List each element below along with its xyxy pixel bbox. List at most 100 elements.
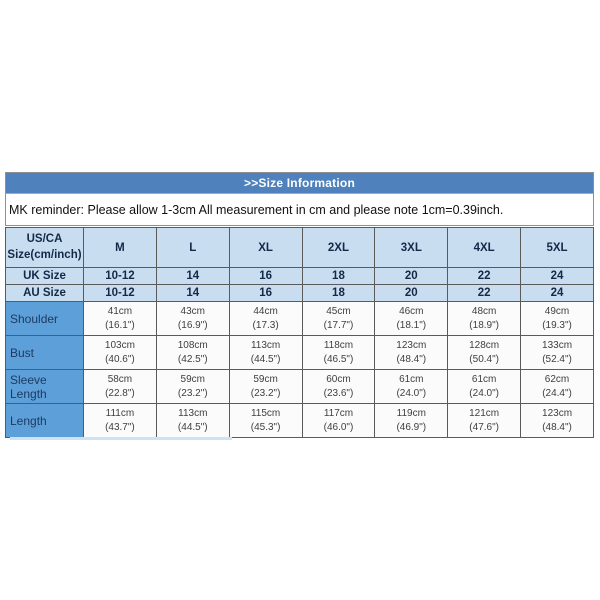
cm-value: 121cm	[469, 407, 500, 419]
shoulder-row: Shoulder 41cm (16.1") 43cm (16.9") 44cm …	[5, 301, 594, 336]
inch-value: (24.4")	[542, 387, 572, 399]
measurement-cell: 123cm (48.4")	[520, 403, 594, 438]
uk-size-value: 22	[447, 267, 522, 285]
size-column-header-row: US/CA Size(cm/inch) M L XL 2XL 3XL 4XL 5…	[5, 227, 594, 268]
row-label-bust: Bust	[5, 335, 84, 370]
cm-value: 41cm	[107, 305, 133, 317]
inch-value: (45.3")	[250, 421, 281, 433]
uk-size-value: 16	[228, 267, 303, 285]
column-header-m: M	[83, 227, 157, 268]
uk-size-value: 18	[301, 267, 376, 285]
cm-value: 46cm	[399, 305, 424, 317]
cm-value: 133cm	[542, 339, 573, 351]
measurement-cell: 128cm (50.4")	[447, 335, 522, 370]
column-header-2xl: 2XL	[301, 227, 376, 268]
measurement-cell: 61cm (24.0")	[447, 369, 522, 404]
inch-value: (22.8")	[105, 387, 135, 399]
inch-value: (48.4")	[542, 421, 572, 433]
cm-value: 123cm	[396, 339, 427, 351]
cm-value: 45cm	[326, 305, 351, 317]
measurement-cell: 113cm (44.5")	[228, 335, 303, 370]
measurement-cell: 58cm (22.8")	[83, 369, 157, 404]
measurement-cell: 61cm (24.0")	[374, 369, 449, 404]
uk-size-value: 20	[374, 267, 449, 285]
measurement-cell: 45cm (17.7")	[301, 301, 376, 336]
cm-value: 113cm	[178, 407, 208, 419]
column-header-3xl: 3XL	[374, 227, 449, 268]
inch-value: (43.7")	[105, 421, 135, 433]
column-header-l: L	[155, 227, 230, 268]
measurement-cell: 108cm (42.5")	[155, 335, 230, 370]
table-bottom-shadow-artifact	[10, 437, 232, 440]
inch-value: (19.3")	[542, 319, 572, 331]
measurement-cell: 103cm (40.6")	[83, 335, 157, 370]
inch-value: (23.6")	[323, 387, 354, 399]
column-header-xl: XL	[228, 227, 303, 268]
corner-header-cell: US/CA Size(cm/inch)	[5, 227, 84, 268]
au-size-value: 16	[228, 284, 303, 302]
inch-value: (23.2")	[250, 387, 281, 399]
uk-size-row: UK Size 10-12 14 16 18 20 22 24	[5, 267, 594, 285]
cm-value: 48cm	[471, 305, 497, 317]
measurement-cell: 59cm (23.2")	[228, 369, 303, 404]
inch-value: (24.0")	[469, 387, 499, 399]
cm-value: 61cm	[399, 373, 424, 385]
cm-value: 119cm	[396, 407, 426, 419]
measurement-cell: 111cm (43.7")	[83, 403, 157, 438]
cm-value: 103cm	[104, 339, 135, 351]
cm-value: 49cm	[544, 305, 570, 317]
inch-value: (23.2")	[177, 387, 208, 399]
row-label-length: Length	[5, 403, 84, 438]
cm-value: 111cm	[105, 407, 135, 419]
inch-value: (44.5")	[177, 421, 208, 433]
measurement-cell: 115cm (45.3")	[228, 403, 303, 438]
length-row: Length 111cm (43.7") 113cm (44.5") 115cm…	[5, 403, 594, 438]
inch-value: (42.5")	[177, 353, 208, 365]
au-size-value: 20	[374, 284, 449, 302]
cm-value: 118cm	[323, 339, 354, 351]
inch-value: (18.1")	[396, 319, 427, 331]
cm-value: 59cm	[253, 373, 278, 385]
au-size-value: 14	[155, 284, 230, 302]
inch-value: (46.9")	[396, 421, 427, 433]
row-label-sleeve-length: Sleeve Length	[5, 369, 84, 404]
cm-value: 44cm	[253, 305, 278, 317]
measurement-cell: 119cm (46.9")	[374, 403, 449, 438]
column-header-4xl: 4XL	[447, 227, 522, 268]
cm-value: 117cm	[323, 407, 354, 419]
measurement-cell: 46cm (18.1")	[374, 301, 449, 336]
cm-value: 108cm	[177, 339, 208, 351]
inch-value: (18.9")	[469, 319, 499, 331]
measurement-reminder-text: MK reminder: Please allow 1-3cm All meas…	[6, 194, 593, 225]
cm-value: 61cm	[471, 373, 497, 385]
inch-value: (47.6")	[469, 421, 499, 433]
inch-value: (17.3)	[252, 319, 279, 331]
cm-value: 43cm	[180, 305, 205, 317]
inch-value: (50.4")	[469, 353, 499, 365]
size-info-header-box: >>Size Information MK reminder: Please a…	[5, 172, 594, 226]
inch-value: (46.5")	[323, 353, 354, 365]
measurement-cell: 49cm (19.3")	[520, 301, 594, 336]
cm-value: 128cm	[469, 339, 500, 351]
inch-value: (46.0")	[323, 421, 354, 433]
cm-value: 123cm	[542, 407, 573, 419]
inch-value: (40.6")	[105, 353, 135, 365]
inch-value: (24.0")	[396, 387, 427, 399]
inch-value: (52.4")	[542, 353, 572, 365]
au-size-value: 10-12	[83, 284, 157, 302]
size-info-panel: >>Size Information MK reminder: Please a…	[5, 172, 594, 438]
cm-value: 113cm	[250, 339, 281, 351]
cm-value: 60cm	[326, 373, 351, 385]
au-size-value: 22	[447, 284, 522, 302]
inch-value: (48.4")	[396, 353, 427, 365]
measurement-cell: 44cm (17.3)	[228, 301, 303, 336]
uk-size-value: 14	[155, 267, 230, 285]
measurement-cell: 117cm (46.0")	[301, 403, 376, 438]
au-size-label: AU Size	[5, 284, 84, 302]
uk-size-label: UK Size	[5, 267, 84, 285]
cm-value: 59cm	[180, 373, 205, 385]
measurement-cell: 118cm (46.5")	[301, 335, 376, 370]
inch-value: (44.5")	[250, 353, 281, 365]
sleeve-length-row: Sleeve Length 58cm (22.8") 59cm (23.2") …	[5, 369, 594, 404]
measurement-cell: 133cm (52.4")	[520, 335, 594, 370]
